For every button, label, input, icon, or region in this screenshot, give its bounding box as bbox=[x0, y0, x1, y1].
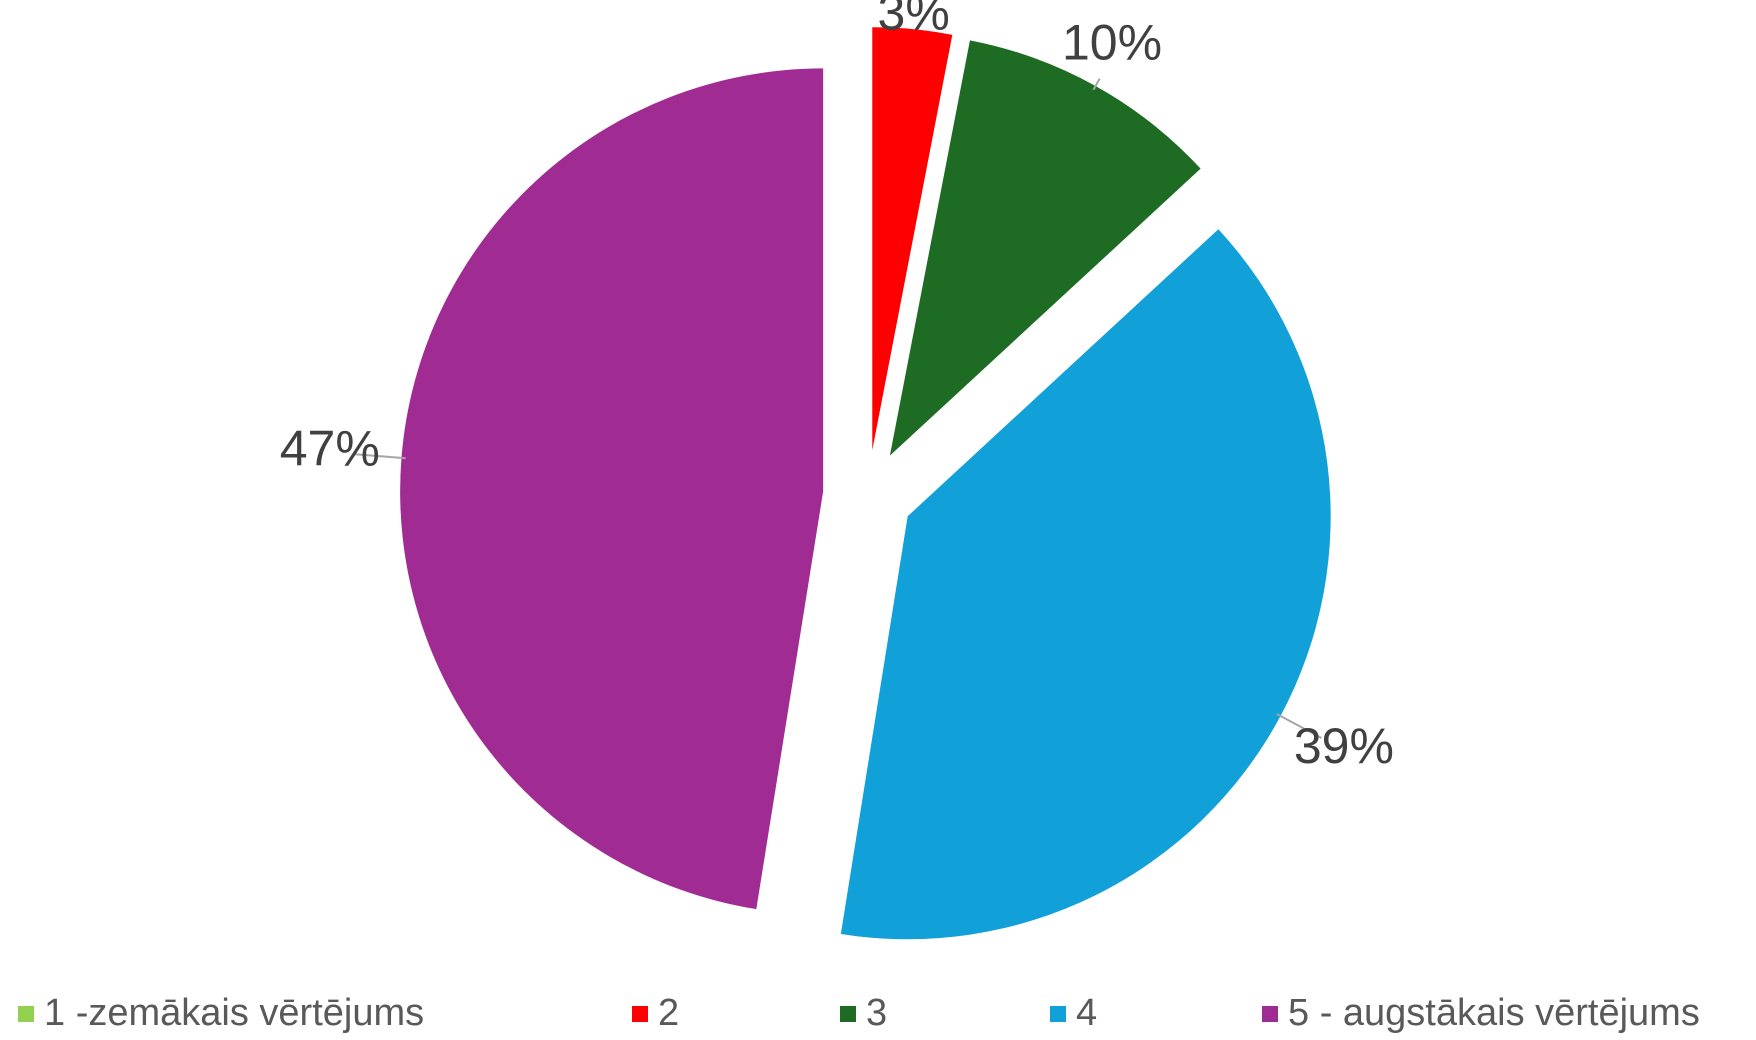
legend-item-5: 5 - augstākais vērtējums bbox=[1262, 992, 1700, 1035]
leader-line-3 bbox=[1092, 78, 1101, 91]
legend-item-1: 1 -zemākais vērtējums bbox=[18, 992, 424, 1035]
legend-swatch-4 bbox=[1050, 1005, 1066, 1022]
leader-line-5 bbox=[355, 453, 406, 460]
leader-line-4 bbox=[1276, 713, 1323, 739]
legend-item-2: 2 bbox=[632, 992, 679, 1035]
data-label-4: 39% bbox=[1294, 718, 1394, 774]
legend-item-4: 4 bbox=[1050, 992, 1097, 1035]
legend-item-3: 3 bbox=[840, 992, 887, 1035]
legend: 1 -zemākais vērtējums 2 3 4 5 - augstāka… bbox=[0, 992, 1756, 1035]
data-label-5: 47% bbox=[280, 420, 380, 476]
legend-label-1: 1 -zemākais vērtējums bbox=[44, 992, 425, 1034]
legend-swatch-1 bbox=[18, 1005, 34, 1022]
data-label-3: 10% bbox=[1062, 15, 1162, 71]
legend-label-3: 3 bbox=[866, 992, 888, 1034]
data-label-2: 3% bbox=[878, 0, 950, 41]
pie-slice-4 bbox=[840, 229, 1331, 940]
legend-label-2: 2 bbox=[658, 992, 680, 1034]
pie-slice-2 bbox=[872, 27, 953, 451]
pie-slice-3 bbox=[889, 40, 1201, 456]
legend-swatch-5 bbox=[1262, 1005, 1278, 1022]
legend-swatch-3 bbox=[840, 1005, 856, 1022]
legend-label-5: 5 - augstākais vērtējums bbox=[1288, 992, 1700, 1034]
pie-slice-5 bbox=[400, 68, 824, 910]
legend-swatch-2 bbox=[632, 1005, 648, 1022]
legend-label-4: 4 bbox=[1076, 992, 1098, 1034]
